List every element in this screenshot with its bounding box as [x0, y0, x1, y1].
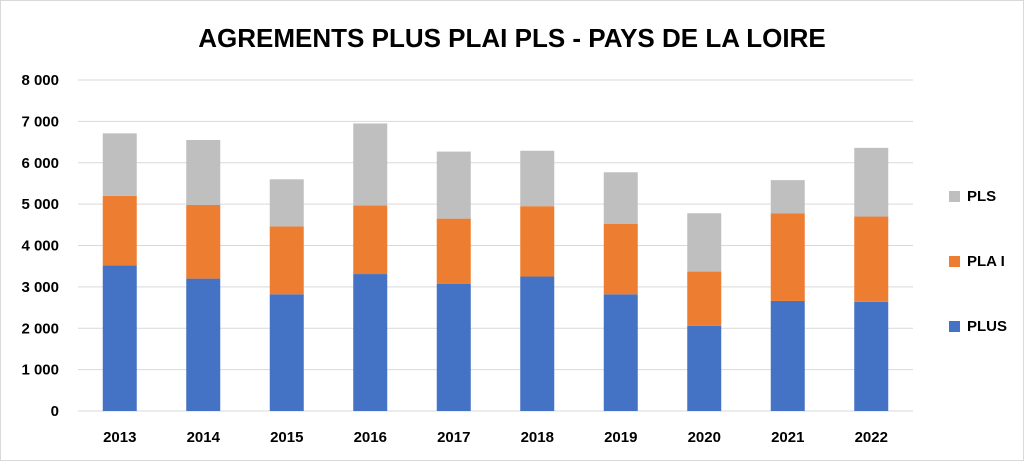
bar-segment-pla-i [353, 205, 388, 275]
legend-label-pla-i: PLA I [967, 253, 1005, 270]
bar-segment-pls [854, 147, 889, 217]
y-tick-label: 1 000 [21, 362, 59, 379]
x-tick-label: 2016 [354, 429, 387, 446]
x-axis-ticks: 2013 2014 2015 2016 2017 2018 2019 2020 2021 2022 [103, 429, 888, 446]
x-tick-label: 2014 [187, 429, 221, 446]
legend-swatch-pla-i [949, 256, 960, 267]
bar-segment-plus [770, 300, 805, 411]
legend-label-pls: PLS [967, 188, 996, 205]
bar-segment-plus [186, 278, 221, 411]
bar-segment-pla-i [186, 204, 221, 279]
bar-segment-pls [436, 151, 471, 219]
x-tick-label: 2018 [521, 429, 554, 446]
bar-segment-plus [854, 301, 889, 411]
legend-label-plus: PLUS [967, 318, 1007, 335]
x-tick-label: 2020 [688, 429, 721, 446]
bar-segment-pla-i [102, 195, 137, 266]
bar-segment-plus [269, 294, 304, 411]
y-tick-label: 7 000 [21, 113, 59, 130]
bar-segment-pla-i [854, 216, 889, 302]
bar-segment-pla-i [269, 226, 304, 295]
bar-segment-plus [603, 294, 638, 411]
bar-segment-pls [102, 133, 137, 196]
y-tick-label: 4 000 [21, 238, 59, 255]
bar-segment-pls [353, 123, 388, 206]
bar-segment-pls [269, 179, 304, 227]
y-tick-label: 5 000 [21, 196, 59, 213]
bar-segment-pla-i [603, 223, 638, 295]
bar-segment-pls [603, 172, 638, 224]
bar-segment-plus [687, 325, 722, 411]
bar-segment-pla-i [687, 271, 722, 326]
x-tick-label: 2015 [270, 429, 303, 446]
bar-segment-pla-i [436, 218, 471, 284]
bar-segment-pls [520, 150, 555, 207]
bar-segment-pls [186, 139, 221, 205]
legend: PLS PLA I PLUS [949, 188, 1007, 335]
y-tick-label: 2 000 [21, 320, 59, 337]
x-tick-label: 2013 [103, 429, 136, 446]
bar-segment-plus [436, 283, 471, 411]
y-tick-label: 0 [51, 403, 59, 420]
y-axis-ticks: 0 1 000 2 000 3 000 4 000 5 000 6 000 7 000 8 00… [21, 72, 59, 420]
x-tick-label: 2017 [437, 429, 470, 446]
chart-title: AGREMENTS PLUS PLAI PLS - PAYS DE LA LOI… [198, 23, 825, 53]
bars [102, 123, 889, 411]
bar-segment-pla-i [770, 213, 805, 301]
y-tick-label: 6 000 [21, 155, 59, 172]
bar-segment-pla-i [520, 206, 555, 277]
legend-swatch-plus [949, 321, 960, 332]
y-tick-label: 8 000 [21, 72, 59, 89]
x-tick-label: 2019 [604, 429, 637, 446]
bar-segment-pls [687, 213, 722, 272]
bar-segment-pls [770, 180, 805, 214]
x-tick-label: 2021 [771, 429, 804, 446]
x-tick-label: 2022 [855, 429, 888, 446]
y-tick-label: 3 000 [21, 279, 59, 296]
bar-segment-plus [520, 276, 555, 411]
bar-segment-plus [353, 274, 388, 411]
bar-segment-plus [102, 265, 137, 411]
legend-swatch-pls [949, 191, 960, 202]
